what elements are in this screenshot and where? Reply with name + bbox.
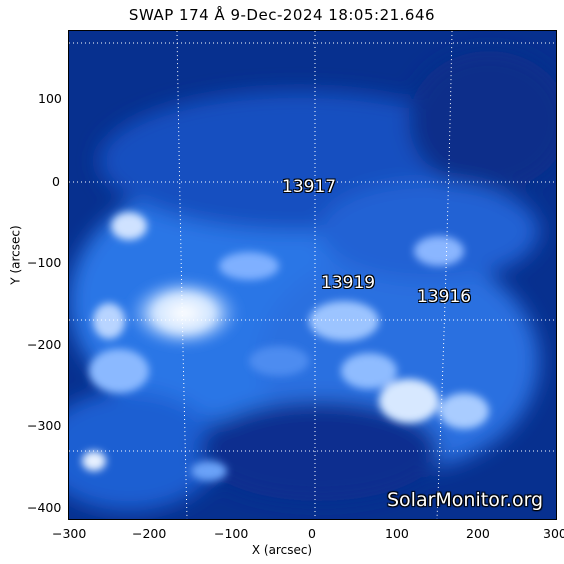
diffuse-corona xyxy=(69,51,556,511)
image-title: SWAP 174 Å 9-Dec-2024 18:05:21.646 xyxy=(128,6,436,24)
active-region-label: 13916 xyxy=(417,287,472,307)
y-axis-label: Y (arcsec) xyxy=(8,225,23,285)
y-tick-label: −300 xyxy=(27,418,62,433)
y-tick-label: −400 xyxy=(27,500,62,515)
solar-image-panel xyxy=(68,30,557,520)
x-tick-label: 300 xyxy=(543,526,564,541)
coordinate-grid xyxy=(69,31,556,519)
x-tick-label: 0 xyxy=(308,526,316,541)
euv-image xyxy=(69,31,556,519)
y-tick-label: −100 xyxy=(27,255,62,270)
active-region-label: 13919 xyxy=(321,273,376,293)
x-tick-label: 200 xyxy=(466,526,490,541)
x-tick-label: −200 xyxy=(132,526,167,541)
x-tick-label: −100 xyxy=(214,526,249,541)
y-tick-label: −200 xyxy=(27,337,62,352)
watermark-logo: SolarMonitor.org xyxy=(387,489,544,511)
y-tick-label: 0 xyxy=(52,174,60,189)
x-tick-label: −300 xyxy=(52,526,87,541)
active-region-label: 13917 xyxy=(282,177,337,197)
y-tick-label: 100 xyxy=(38,91,62,106)
active-loops xyxy=(82,212,489,481)
x-tick-label: 100 xyxy=(385,526,409,541)
x-axis-label: X (arcsec) xyxy=(251,543,313,557)
